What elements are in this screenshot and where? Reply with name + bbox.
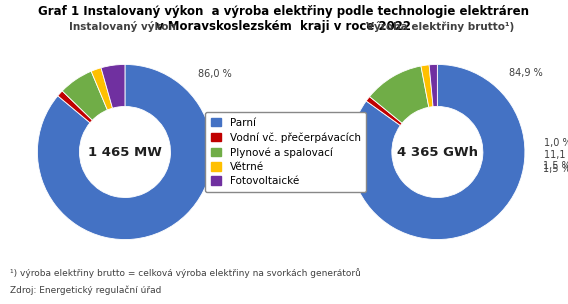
Text: 1,5 %: 1,5 % xyxy=(543,164,568,174)
Text: 4 365 GWh: 4 365 GWh xyxy=(397,146,478,158)
Text: ¹) výroba elektřiny brutto = celková výroba elektřiny na svorkách generátorů: ¹) výroba elektřiny brutto = celková výr… xyxy=(10,268,361,278)
Text: v Moravskoslezském  kraji v roce 2022: v Moravskoslezském kraji v roce 2022 xyxy=(157,20,411,33)
Wedge shape xyxy=(62,71,107,120)
Text: 1 465 MW: 1 465 MW xyxy=(88,146,162,158)
Text: 1,5 %: 1,5 % xyxy=(543,161,568,171)
Text: 84,9 %: 84,9 % xyxy=(509,68,543,78)
Text: Graf 1 Instalovaný výkon  a výroba elektřiny podle technologie elektráren: Graf 1 Instalovaný výkon a výroba elektř… xyxy=(39,5,529,18)
Wedge shape xyxy=(350,64,525,240)
Text: Zdroj: Energetický regulační úřad: Zdroj: Energetický regulační úřad xyxy=(10,285,162,295)
Text: 86,0 %: 86,0 % xyxy=(198,69,232,79)
Text: 1,0 %: 1,0 % xyxy=(544,138,568,148)
Text: 4,4 %: 4,4 % xyxy=(231,161,258,171)
Text: 6,4 %: 6,4 % xyxy=(232,148,260,158)
Wedge shape xyxy=(370,66,429,123)
Wedge shape xyxy=(37,64,212,240)
Wedge shape xyxy=(91,68,112,110)
Text: 1,9 %: 1,9 % xyxy=(231,155,259,165)
Text: Výroba elektřiny brutto¹): Výroba elektřiny brutto¹) xyxy=(366,21,515,32)
Text: Instalovaný výkon: Instalovaný výkon xyxy=(69,21,176,32)
Legend: Parní, Vodní vč. přečerpávacích, Plynové a spalovací, Větrné, Fotovoltaické: Parní, Vodní vč. přečerpávacích, Plynové… xyxy=(205,112,366,192)
Wedge shape xyxy=(429,64,437,107)
Wedge shape xyxy=(366,97,402,126)
Wedge shape xyxy=(421,65,433,107)
Text: 1,2 %: 1,2 % xyxy=(232,141,260,151)
Text: 11,1 %: 11,1 % xyxy=(544,150,568,160)
Wedge shape xyxy=(58,91,93,123)
Wedge shape xyxy=(101,64,125,108)
